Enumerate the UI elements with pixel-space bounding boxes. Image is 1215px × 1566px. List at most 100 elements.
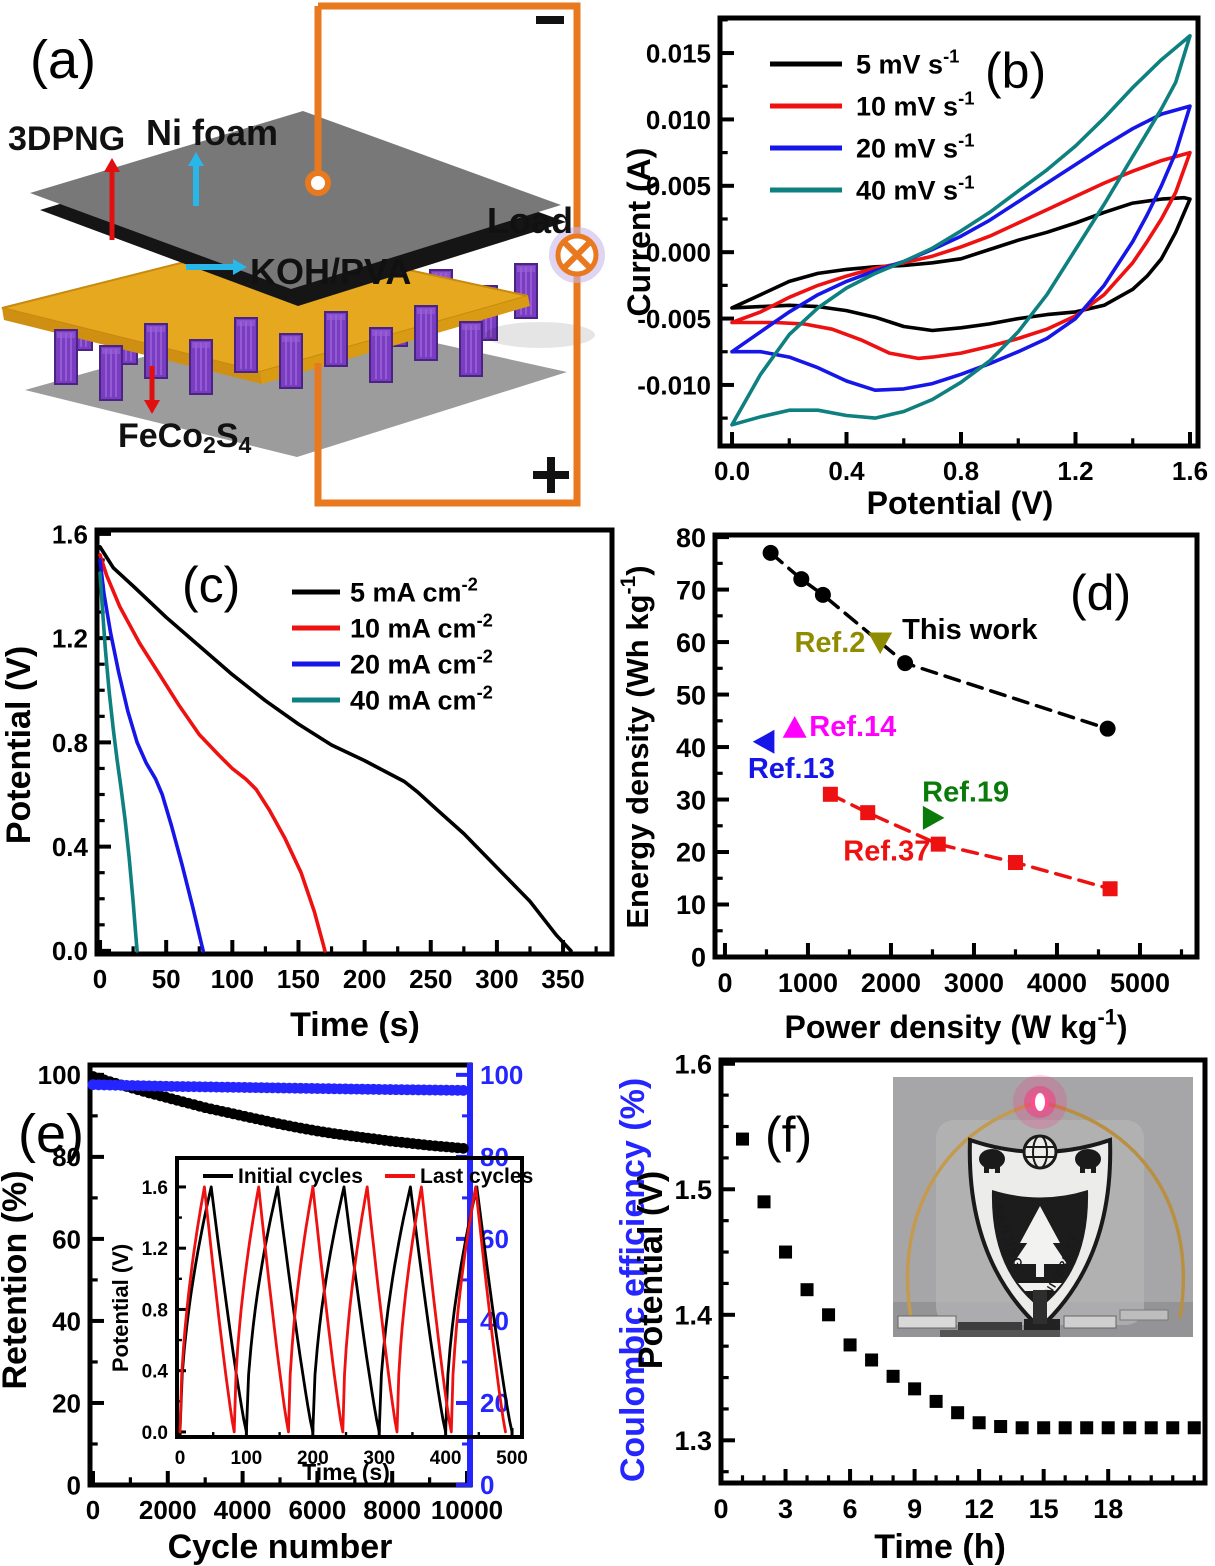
axes-ticks bbox=[719, 1061, 1196, 1483]
y-axis-title: Current (A) bbox=[621, 148, 657, 317]
y-tick-label: 60 bbox=[676, 628, 706, 658]
x-tick-label: 4000 bbox=[214, 1495, 272, 1525]
plot-frame bbox=[718, 1057, 1208, 1486]
label-feco2s4: FeCo2S4 bbox=[118, 417, 252, 458]
x-tick-label: 100 bbox=[211, 964, 254, 994]
panel-letter: (e) bbox=[18, 1104, 84, 1164]
y-tick-label: 80 bbox=[676, 523, 706, 553]
device-hardware bbox=[897, 1290, 1169, 1337]
y-tick-label: 0.4 bbox=[142, 1362, 169, 1383]
legend-label: 5 mA cm-2 bbox=[350, 573, 478, 607]
inset-gcd-curves bbox=[178, 1185, 514, 1434]
x-axis-title: Time (s) bbox=[290, 1006, 420, 1044]
cv-curves bbox=[730, 34, 1192, 427]
feco2s4-pillar bbox=[514, 263, 538, 319]
y-axis-title: Potential (V) bbox=[632, 1171, 670, 1369]
panel-letter: (a) bbox=[30, 30, 96, 90]
x-tick-label: 0.8 bbox=[943, 456, 979, 486]
y-tick-label: 0.0 bbox=[142, 1423, 168, 1444]
y-tick-label: 0 bbox=[691, 943, 706, 973]
discharge-curve bbox=[98, 553, 327, 953]
terminal-icon bbox=[305, 170, 331, 196]
y-tick-label: 20 bbox=[676, 838, 706, 868]
x-axis-title: Cycle number bbox=[168, 1528, 393, 1566]
x-tick-label: 400 bbox=[430, 1448, 462, 1469]
load-icon bbox=[549, 227, 605, 283]
x-tick-label: 350 bbox=[541, 964, 584, 994]
x-tick-label: 3 bbox=[778, 1494, 793, 1524]
x-tick-label: 0 bbox=[717, 968, 732, 998]
annotation-ref-13: Ref.13 bbox=[748, 753, 835, 785]
feco2s4-pillar bbox=[279, 333, 303, 389]
panel-letter: (c) bbox=[182, 557, 240, 613]
y-tick-label: 0.4 bbox=[52, 832, 89, 862]
lion-icon bbox=[979, 1149, 1005, 1169]
label-3dpng: 3DPNG bbox=[8, 120, 125, 158]
axes-ticks bbox=[715, 535, 1184, 959]
feco2s4-pillar bbox=[369, 327, 393, 383]
y-tick-label: 0.010 bbox=[646, 105, 711, 135]
inset-legend: Initial cycles Last cycles bbox=[203, 1165, 533, 1188]
inset-curve bbox=[178, 1185, 507, 1434]
y-axis-title: Potential (V) bbox=[108, 1244, 133, 1372]
negative-terminal-sign bbox=[536, 16, 564, 24]
led-photo-inset: NANJINGUNIVERSITY bbox=[893, 1075, 1193, 1337]
x-tick-label: 1000 bbox=[778, 968, 838, 998]
x-tick-label: 200 bbox=[297, 1448, 329, 1469]
panel-c-discharge-chart: 0 50 100 150 200 250 300 350 0.0 0.4 0.8 1.2 1.6 Time… bbox=[0, 519, 615, 1044]
y-tick-label: 1.6 bbox=[52, 519, 88, 549]
y-axis-title: Retention (%) bbox=[0, 1170, 34, 1389]
legend-label: 10 mA cm-2 bbox=[350, 609, 493, 643]
x-tick-label: 250 bbox=[409, 964, 452, 994]
annotation-ref-19: Ref.19 bbox=[922, 777, 1009, 809]
x-tick-label: 6000 bbox=[288, 1495, 346, 1525]
legend-label: 40 mA cm-2 bbox=[350, 681, 493, 715]
x-tick-label: 9 bbox=[907, 1494, 922, 1524]
x-tick-label: 10000 bbox=[431, 1495, 503, 1525]
y-tick-label: 20 bbox=[52, 1388, 81, 1418]
ni-foam-plate bbox=[30, 111, 561, 289]
y2-axis-title: Coulombic efficiency (%) bbox=[614, 1078, 652, 1482]
x-tick-label: 5000 bbox=[1110, 968, 1170, 998]
y-tick-label: -0.005 bbox=[637, 304, 711, 334]
y-tick-label: 1.5 bbox=[674, 1175, 712, 1205]
feco2s4-pillar bbox=[99, 345, 123, 401]
feco2s4-pillar bbox=[414, 305, 438, 361]
legend-label: 5 mV s-1 bbox=[856, 45, 959, 79]
legend-label: 10 mV s-1 bbox=[856, 87, 974, 121]
x-axis-title: Power density (W kg-1) bbox=[785, 1005, 1128, 1045]
selfdischarge-points bbox=[736, 1132, 1201, 1435]
x-tick-label: 0 bbox=[86, 1495, 100, 1525]
ref-marker-ref-13 bbox=[752, 729, 775, 754]
x-tick-label: 6 bbox=[843, 1494, 858, 1524]
panel-letter: (d) bbox=[1070, 565, 1131, 621]
globe-icon bbox=[1022, 1134, 1058, 1170]
y-tick-label: 70 bbox=[676, 575, 706, 605]
x-tick-label: 300 bbox=[363, 1448, 395, 1469]
gold-wire-right bbox=[1047, 1102, 1186, 1319]
feco2s4-pillar bbox=[234, 317, 258, 373]
x-tick-label: 100 bbox=[231, 1448, 263, 1469]
annotation-this-work: This work bbox=[902, 614, 1038, 646]
x-tick-label: 500 bbox=[496, 1448, 528, 1469]
arrow-koh-pva bbox=[186, 259, 247, 275]
label-koh-pva: KOH/PVA bbox=[250, 251, 411, 292]
x-axis-title: Time (h) bbox=[874, 1528, 1006, 1566]
lion-icon bbox=[1075, 1149, 1101, 1169]
annotation-ref-14: Ref.14 bbox=[809, 711, 896, 743]
university-shield-logo: NANJINGUNIVERSITY bbox=[967, 1134, 1113, 1331]
x-tick-label: 0 bbox=[713, 1494, 728, 1524]
label-ni-foam: Ni foam bbox=[146, 112, 278, 153]
discharge-curve bbox=[98, 558, 205, 953]
plot-frame bbox=[175, 1156, 524, 1439]
legend-label: Initial cycles bbox=[238, 1165, 363, 1188]
y-tick-label: 0 bbox=[67, 1470, 81, 1500]
x-tick-label: 0.0 bbox=[714, 456, 750, 486]
x-tick-label: 2000 bbox=[861, 968, 921, 998]
legend: 5 mA cm-210 mA cm-220 mA cm-240 mA cm-2 bbox=[292, 573, 493, 716]
y-tick-label: 0.000 bbox=[646, 238, 711, 268]
annotation-ref-37: Ref.37 bbox=[843, 835, 930, 867]
led-light bbox=[1013, 1075, 1067, 1129]
cv-curve bbox=[730, 195, 1192, 333]
